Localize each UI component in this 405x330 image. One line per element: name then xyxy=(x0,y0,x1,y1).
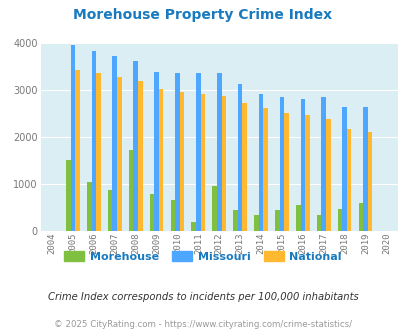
Text: Morehouse Property Crime Index: Morehouse Property Crime Index xyxy=(73,8,332,22)
Bar xyxy=(138,81,142,231)
Bar xyxy=(175,73,179,231)
Bar xyxy=(96,73,100,231)
Bar xyxy=(87,182,92,231)
Bar xyxy=(221,96,226,231)
Bar xyxy=(92,51,96,231)
Bar xyxy=(158,88,163,231)
Bar xyxy=(300,99,305,231)
Bar xyxy=(133,61,138,231)
Bar xyxy=(237,84,242,231)
Bar xyxy=(66,159,70,231)
Bar xyxy=(70,45,75,231)
Bar xyxy=(325,119,330,231)
Bar xyxy=(346,129,351,231)
Bar xyxy=(274,210,279,231)
Bar xyxy=(367,132,371,231)
Bar xyxy=(75,70,80,231)
Bar xyxy=(254,215,258,231)
Bar xyxy=(284,113,288,231)
Text: © 2025 CityRating.com - https://www.cityrating.com/crime-statistics/: © 2025 CityRating.com - https://www.city… xyxy=(54,320,351,329)
Bar xyxy=(279,96,283,231)
Bar xyxy=(149,194,154,231)
Legend: Morehouse, Missouri, National: Morehouse, Missouri, National xyxy=(60,247,345,267)
Bar xyxy=(362,107,367,231)
Bar xyxy=(316,215,321,231)
Bar xyxy=(170,200,175,231)
Bar xyxy=(200,94,205,231)
Bar xyxy=(341,107,346,231)
Bar xyxy=(295,205,300,231)
Bar xyxy=(321,97,325,231)
Bar xyxy=(216,73,221,231)
Bar xyxy=(258,94,263,231)
Bar xyxy=(337,209,341,231)
Bar xyxy=(179,92,184,231)
Bar xyxy=(232,210,237,231)
Bar xyxy=(263,108,267,231)
Bar xyxy=(117,77,121,231)
Bar xyxy=(212,186,216,231)
Bar xyxy=(108,190,112,231)
Bar xyxy=(154,72,158,231)
Bar xyxy=(358,203,362,231)
Bar xyxy=(305,115,309,231)
Bar xyxy=(196,74,200,231)
Bar xyxy=(128,150,133,231)
Bar xyxy=(112,56,117,231)
Bar xyxy=(191,222,196,231)
Text: Crime Index corresponds to incidents per 100,000 inhabitants: Crime Index corresponds to incidents per… xyxy=(47,292,358,302)
Bar xyxy=(242,103,246,231)
